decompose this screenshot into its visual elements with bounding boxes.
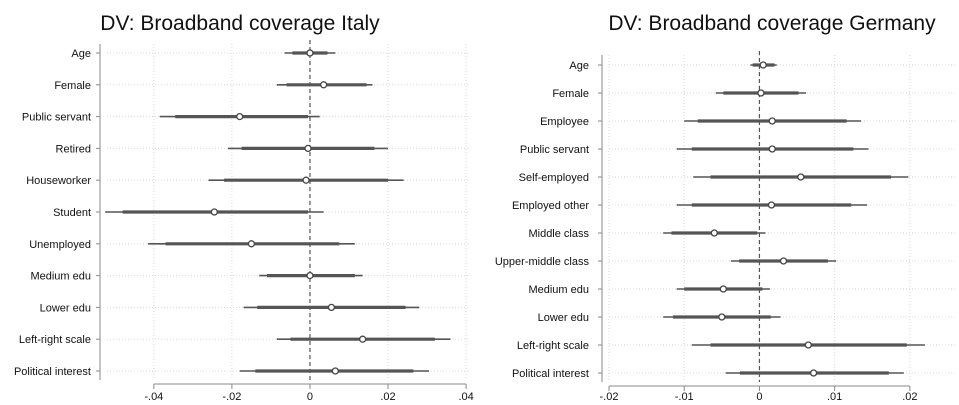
germany-point-estimate: [779, 257, 788, 265]
italy-row-label: Retired: [56, 143, 91, 155]
germany-row-label: Female: [552, 88, 589, 100]
germany-x-tick-label: -.01: [675, 391, 694, 403]
italy-point-estimate: [247, 240, 256, 248]
italy-row-label: Age: [71, 48, 91, 60]
italy-point-estimate: [306, 271, 314, 280]
italy-point-estimate: [304, 144, 312, 153]
italy-row-label: Lower edu: [40, 302, 91, 314]
germany-x-tick-label: .02: [902, 391, 917, 403]
germany-point-estimate: [719, 285, 727, 293]
italy-row-label: Unemployed: [29, 239, 91, 251]
italy-row-label: Medium edu: [30, 271, 91, 283]
germany-x-tick-label: -.02: [600, 391, 619, 403]
italy-point-estimate: [210, 208, 218, 216]
germany-point-estimate: [797, 173, 805, 181]
italy-row-label: Houseworker: [26, 175, 91, 187]
germany-point-estimate: [759, 61, 767, 69]
italy-point-estimate: [331, 367, 339, 375]
germany-point-estimate: [757, 89, 765, 97]
germany-point-estimate: [718, 313, 726, 321]
italy-point-estimate: [319, 81, 328, 89]
germany-row-label: Lower edu: [538, 312, 589, 324]
germany-row-label: Left-right scale: [517, 340, 589, 352]
italy-point-estimate: [359, 335, 367, 343]
germany-point-estimate: [768, 117, 776, 125]
italy-chart-title: DV: Broadband coverage Italy: [100, 12, 380, 35]
italy-row-label: Public servant: [22, 112, 91, 124]
germany-chart-title: DV: Broadband coverage Germany: [608, 12, 936, 35]
germany-point-estimate: [710, 229, 718, 237]
germany-row-label: Employee: [540, 116, 589, 128]
italy-x-tick-label: .04: [458, 391, 473, 403]
italy-row-label: Female: [54, 80, 91, 92]
panel-germany: DV: Broadband coverage Germany -.02 -.01 0.…: [495, 12, 955, 403]
germany-point-estimate: [768, 145, 776, 153]
italy-row-label: Left-right scale: [19, 334, 91, 346]
germany-row-label: Medium edu: [528, 284, 589, 296]
italy-x-tick-label: 0: [307, 391, 313, 403]
germany-x-tick-label: .01: [827, 391, 842, 403]
germany-row-label: Upper-middle class: [495, 256, 590, 268]
italy-point-estimate: [236, 112, 244, 121]
germany-row-label: Employed other: [512, 200, 589, 212]
germany-point-estimate: [804, 341, 812, 349]
germany-point-estimate: [767, 201, 776, 209]
italy-row-label: Student: [53, 207, 91, 219]
italy-row-label: Political interest: [14, 366, 91, 378]
italy-point-estimate: [327, 303, 336, 312]
italy-x-tick-label: -.02: [222, 391, 241, 403]
germany-row-label: Political interest: [512, 368, 589, 380]
germany-row-label: Self-employed: [519, 172, 589, 184]
germany-row-label: Public servant: [520, 144, 589, 156]
germany-x-tick-label: 0: [756, 391, 762, 403]
italy-x-tick-label: .02: [380, 391, 395, 403]
panel-italy: DV: Broadband coverage Italy -.04 -.02 0 .02…: [14, 12, 474, 403]
italy-point-estimate: [302, 176, 310, 184]
germany-row-label: Middle class: [528, 228, 589, 240]
germany-row-label: Age: [569, 60, 589, 72]
italy-x-tick-label: -.04: [144, 391, 163, 403]
germany-point-estimate: [809, 369, 818, 377]
italy-point-estimate: [306, 49, 314, 57]
